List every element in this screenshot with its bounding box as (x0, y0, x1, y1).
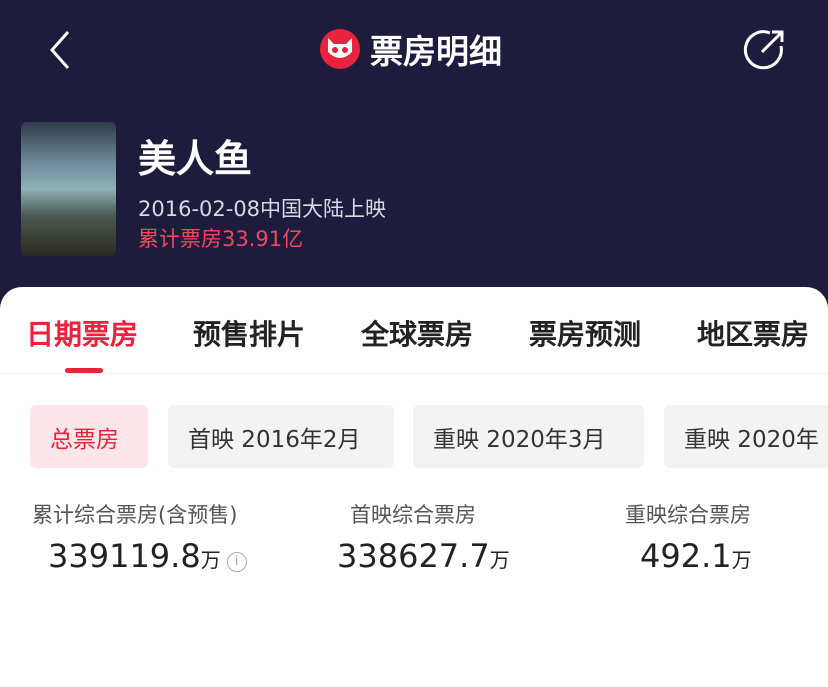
value: 339119.8 (48, 537, 201, 575)
divider (0, 373, 828, 374)
stat-label-cumulative: 累计综合票房(含预售) (32, 503, 238, 527)
unit: 万 (489, 548, 510, 572)
tab-forecast[interactable]: 票房预测 (529, 318, 642, 351)
active-tab-indicator (65, 368, 103, 373)
stat-value-cumulative: 339119.8万 i (48, 537, 247, 575)
stat-value-premiere: 338627.7万 (337, 537, 510, 575)
stat-label-rerelease: 重映综合票房 (625, 503, 751, 527)
maoyan-cat-logo (320, 29, 360, 69)
unit: 万 (731, 548, 752, 572)
share-icon[interactable] (740, 26, 788, 74)
title-text: 票房明细 (370, 32, 502, 71)
total-box-office: 累计票房33.91亿 (138, 227, 304, 251)
info-icon[interactable]: i (226, 552, 247, 572)
chip-total[interactable]: 总票房 (30, 405, 148, 468)
tab-presale[interactable]: 预售排片 (193, 318, 306, 351)
movie-poster[interactable] (21, 122, 116, 256)
top-bar: 票房明细 (0, 0, 828, 100)
chip-rerelease-1[interactable]: 重映 2020年3月 (413, 405, 644, 468)
stat-label-premiere: 首映综合票房 (350, 503, 476, 527)
tab-global[interactable]: 全球票房 (361, 318, 474, 351)
stat-value-rerelease: 492.1万 (640, 537, 752, 575)
value: 338627.7 (337, 537, 490, 575)
release-date: 2016-02-08中国大陆上映 (138, 197, 387, 221)
chip-premiere[interactable]: 首映 2016年2月 (168, 405, 394, 468)
tab-region[interactable]: 地区票房 (697, 318, 810, 351)
chevron-left-icon[interactable] (44, 28, 80, 72)
page-title: 票房明细 (320, 24, 502, 74)
tab-bar: 日期票房 预售排片 全球票房 票房预测 地区票房 (0, 313, 828, 373)
movie-title: 美人鱼 (138, 137, 253, 181)
content-card: 日期票房 预售排片 全球票房 票房预测 地区票房 总票房 首映 2016年2月 … (0, 287, 828, 687)
value: 492.1 (640, 537, 732, 575)
unit: 万 (200, 548, 221, 572)
tab-daily[interactable]: 日期票房 (26, 318, 139, 351)
chip-rerelease-2[interactable]: 重映 2020年 (664, 405, 828, 468)
